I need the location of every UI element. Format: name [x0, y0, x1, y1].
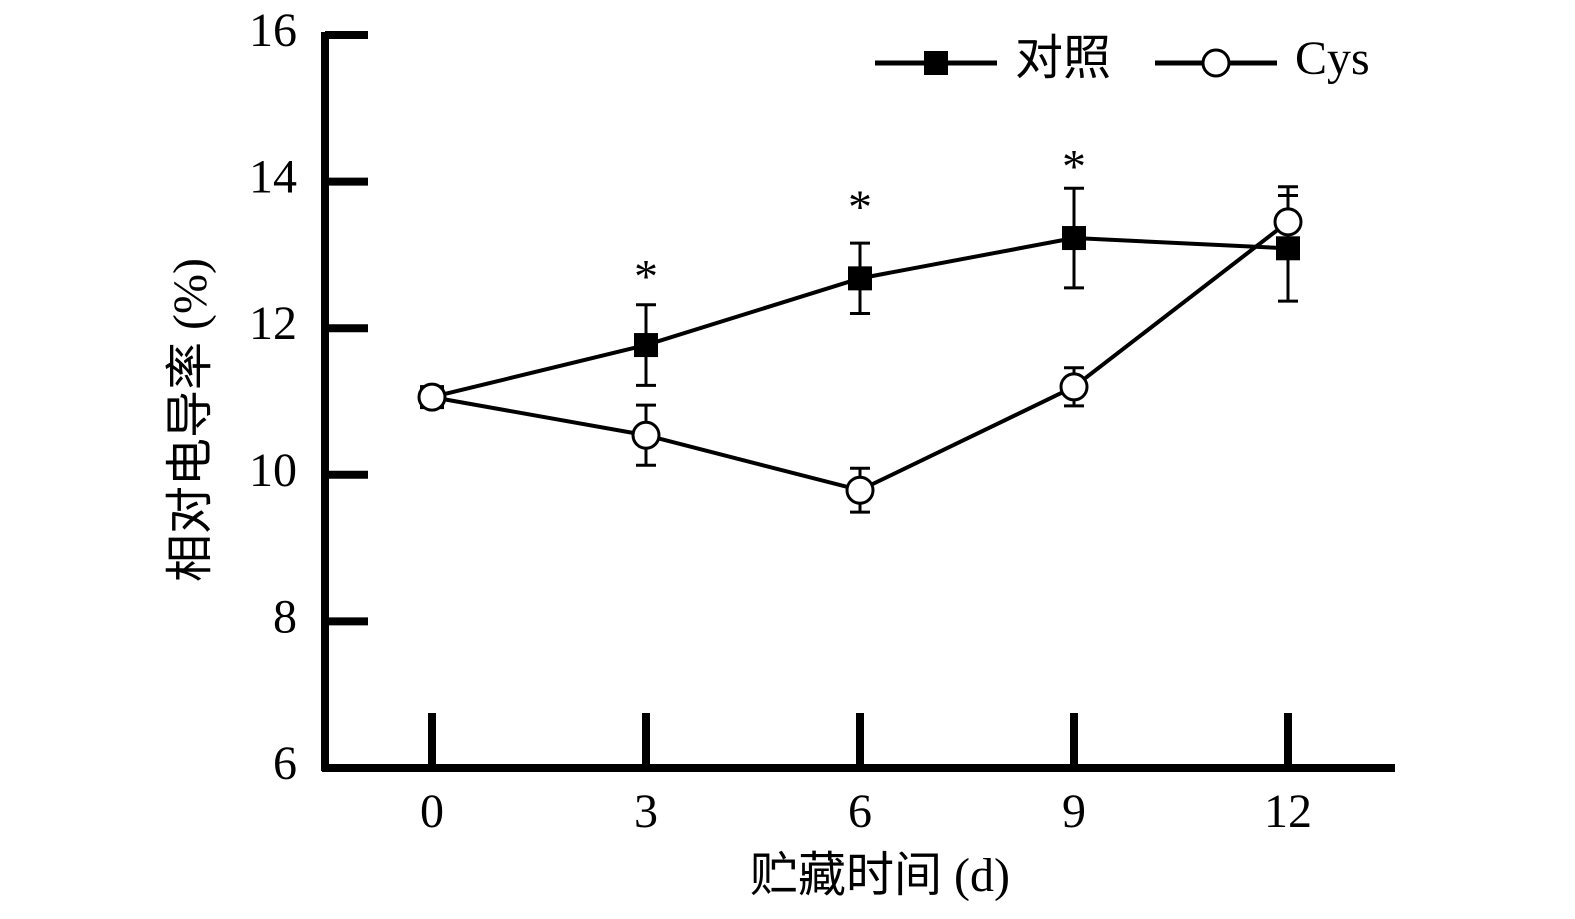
data-point: [631, 420, 661, 450]
y-tick-label: 8: [273, 590, 297, 643]
y-tick-label: 12: [249, 297, 297, 350]
annotation: *: [634, 251, 658, 304]
data-point: [634, 333, 658, 358]
x-axis-label: 贮藏时间 (d): [750, 849, 1010, 902]
x-tick-label: 0: [420, 785, 444, 838]
data-point: [845, 475, 875, 505]
y-axis-label: 相对电导率 (%): [164, 258, 217, 582]
legend-marker: [1201, 48, 1231, 78]
x-tick-label: 12: [1264, 785, 1312, 838]
y-tick-label: 14: [249, 151, 297, 204]
data-point: [1062, 226, 1086, 251]
data-point: [417, 382, 447, 412]
y-tick-label: 10: [249, 444, 297, 497]
data-point: [1059, 372, 1089, 402]
annotation: *: [1062, 141, 1086, 194]
x-tick-label: 6: [848, 785, 872, 838]
legend-label: 对照: [1015, 32, 1111, 85]
legend-label: Cys: [1295, 32, 1370, 85]
x-tick-label: 9: [1062, 785, 1086, 838]
legend-marker: [924, 51, 948, 75]
data-point: [848, 266, 872, 291]
y-tick-label: 6: [273, 737, 297, 790]
x-tick-label: 3: [634, 785, 658, 838]
data-point: [1276, 236, 1300, 261]
y-tick-label: 16: [249, 4, 297, 57]
annotation: *: [848, 181, 872, 234]
data-point: [1273, 207, 1303, 237]
